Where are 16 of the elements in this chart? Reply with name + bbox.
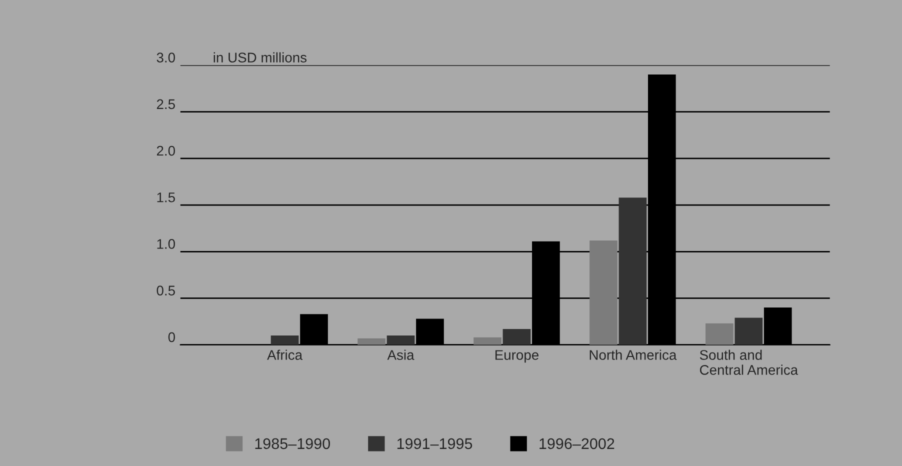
- x-tick-label: Asia: [387, 350, 414, 360]
- x-tick-label: South and Central America: [700, 350, 798, 375]
- x-tick-label: Africa: [267, 350, 303, 360]
- y-tick-label: 2.0: [156, 146, 175, 156]
- x-tick-label: Europe: [495, 350, 538, 363]
- x-tick-label: North America: [590, 350, 677, 360]
- y-tick-label: 2.5: [156, 99, 175, 110]
- legend-label: 1985–1990: [255, 438, 330, 450]
- y-tick-label: 0.5: [156, 286, 175, 296]
- y-tick-label: 3.0: [156, 52, 175, 62]
- y-tick-label: 1.0: [157, 239, 175, 249]
- y-tick-label: 0: [168, 332, 175, 342]
- legend-label: 1991–1995: [397, 438, 472, 450]
- y-axis-title: in USD millions: [214, 52, 307, 62]
- legend-label: 1996–2002: [540, 438, 614, 450]
- y-tick-label: 1.5: [157, 192, 175, 202]
